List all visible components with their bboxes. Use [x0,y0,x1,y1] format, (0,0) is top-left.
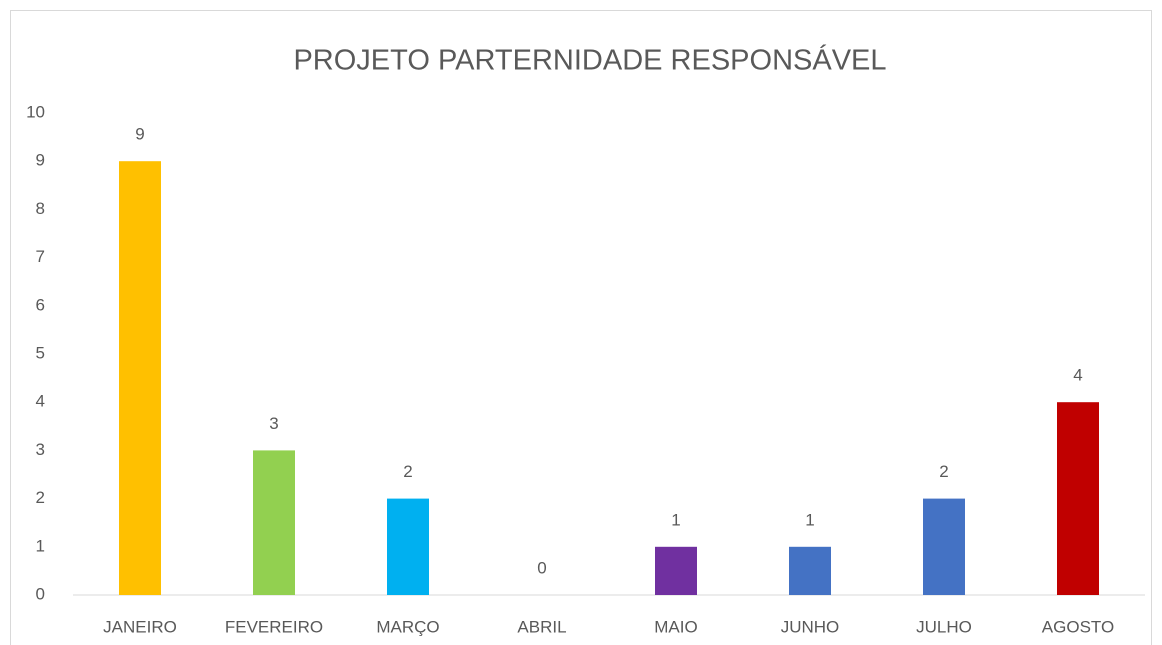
x-tick-label: ABRIL [517,617,566,636]
x-tick-label: JUNHO [781,617,840,636]
y-tick-label: 10 [26,102,45,121]
x-tick-label: FEVEREIRO [225,617,323,636]
chart-border [10,10,1152,645]
data-label: 4 [1073,366,1082,385]
y-tick-label: 5 [36,343,45,362]
y-tick-label: 6 [36,295,45,314]
data-label: 3 [269,414,278,433]
chart-title: PROJETO PARTERNIDADE RESPONSÁVEL [293,44,886,77]
data-label: 2 [403,462,412,481]
bar [655,546,697,595]
x-tick-label: JANEIRO [103,617,177,636]
x-tick-label: JULHO [916,617,972,636]
x-tick-label: MAIO [654,617,697,636]
bar [1057,402,1099,595]
y-tick-label: 7 [36,247,45,266]
bar [119,161,161,595]
data-label: 1 [805,510,814,529]
y-tick-label: 9 [36,151,45,170]
y-tick-label: 3 [36,440,45,459]
y-tick-label: 8 [36,199,45,218]
y-tick-label: 2 [36,488,45,507]
bar [923,498,965,595]
y-tick-label: 0 [36,584,45,603]
y-tick-label: 4 [36,392,45,411]
y-tick-label: 1 [36,536,45,555]
bar [387,498,429,595]
data-label: 0 [537,558,546,577]
data-label: 2 [939,462,948,481]
x-tick-label: AGOSTO [1042,617,1114,636]
data-label: 1 [671,510,680,529]
data-label: 9 [135,125,144,144]
x-tick-label: MARÇO [376,617,439,636]
bar [253,450,295,595]
bar [789,546,831,595]
